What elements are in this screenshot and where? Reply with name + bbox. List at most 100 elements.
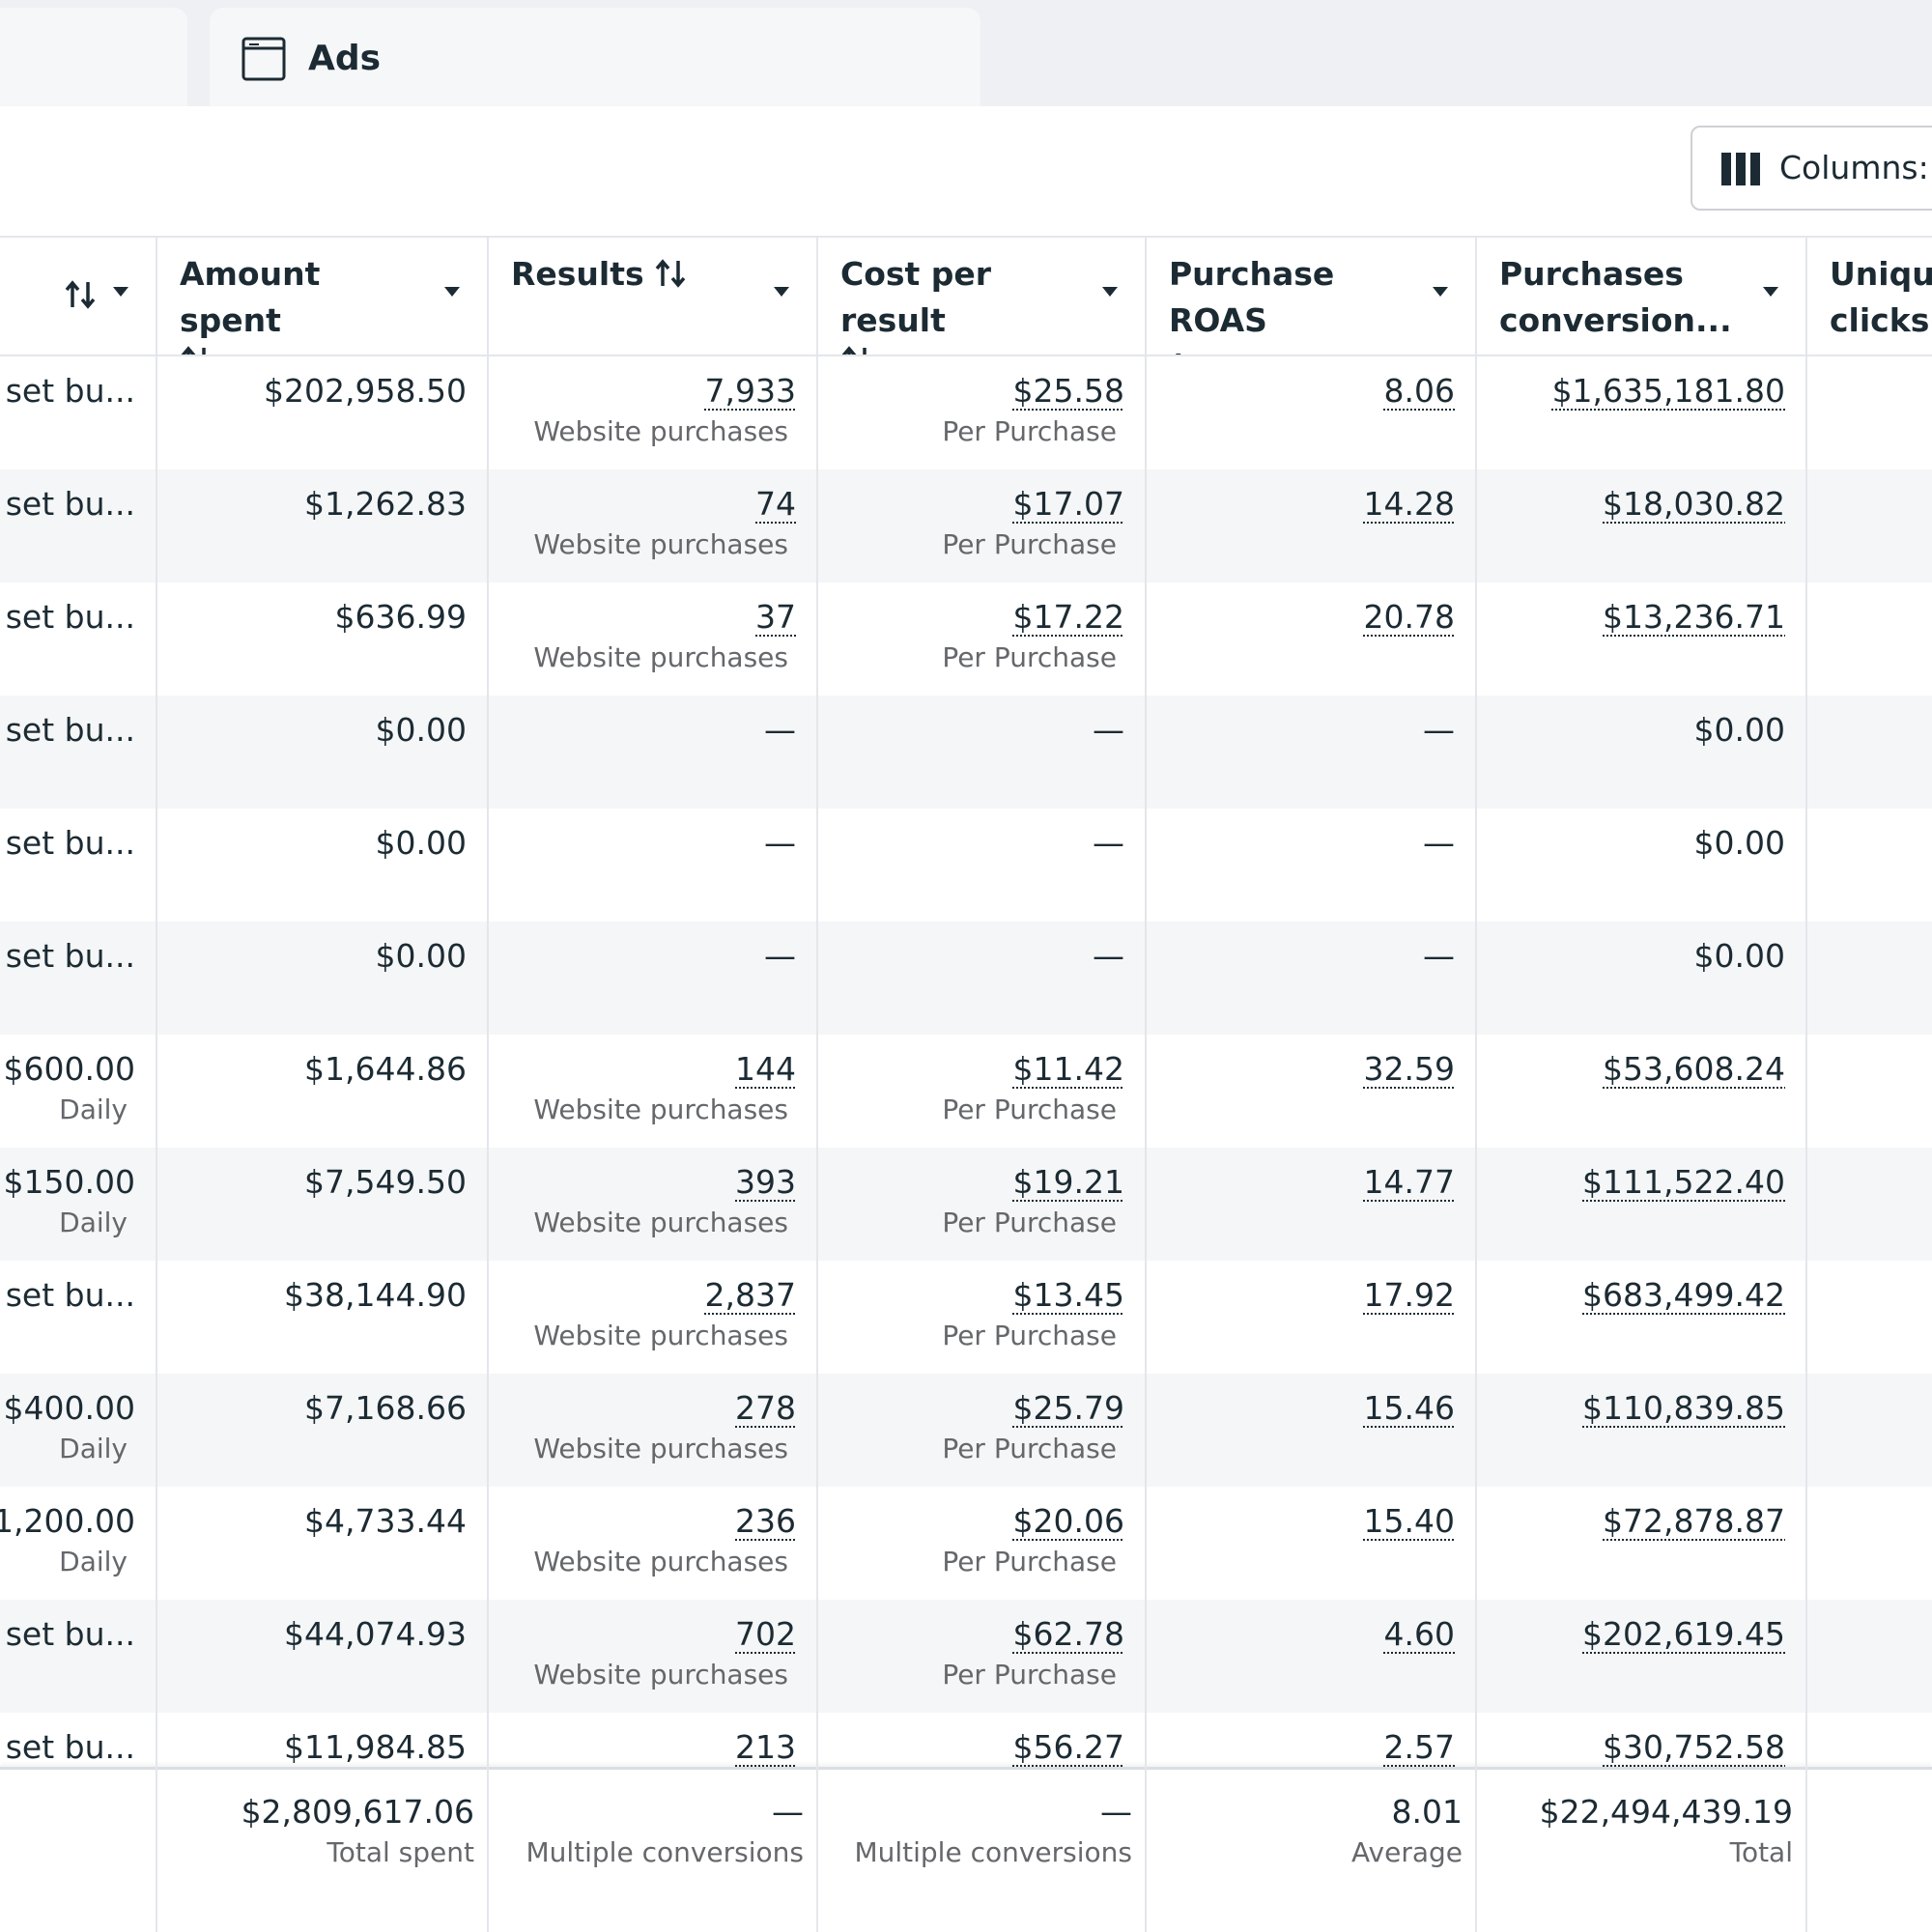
- cell-sublabel: Per Purchase: [942, 1433, 1117, 1464]
- table-cell: $683,499.42: [1476, 1261, 1806, 1374]
- cell-sublabel: Per Purchase: [942, 1320, 1117, 1351]
- table-cell: $53,608.24: [1476, 1035, 1806, 1148]
- table-cell: 15.46: [1146, 1374, 1476, 1487]
- table-cell: —: [817, 696, 1146, 809]
- table-cell: $150.00 Daily: [0, 1148, 156, 1261]
- header-label: Unique clicks: [1830, 255, 1932, 339]
- table-cell: $19.21 Per Purchase: [817, 1148, 1146, 1261]
- columns-button[interactable]: Columns:: [1690, 126, 1932, 211]
- cell-value: $72,878.87: [1603, 1502, 1785, 1540]
- table-cell: 17.92: [1146, 1261, 1476, 1374]
- dropdown-caret: [1763, 287, 1778, 297]
- table-cell: $2,809,617.06 Total spent: [156, 1770, 488, 1932]
- column-divider: [156, 238, 157, 1932]
- cell-value: $683,499.42: [1582, 1276, 1785, 1314]
- table-cell: set bu...: [0, 469, 156, 582]
- cell-sublabel: Website purchases: [533, 1094, 788, 1125]
- table-header: Amount spent Results Cost per result Purcha…: [0, 238, 1932, 356]
- table-cell: $18,030.82: [1476, 469, 1806, 582]
- header-cell[interactable]: Purchases conversion...: [1476, 238, 1806, 355]
- cell-value: —: [1423, 937, 1455, 975]
- dropdown-caret: [1102, 287, 1118, 297]
- cell-sublabel: Daily: [59, 1094, 128, 1125]
- table-cell: —: [488, 809, 817, 922]
- table-cell: $0.00: [156, 809, 488, 922]
- table-cell: $110,839.85: [1476, 1374, 1806, 1487]
- table-cell: $0.00: [1476, 922, 1806, 1035]
- cell-value: $17.22: [1012, 598, 1124, 636]
- table-cell: $600.00 Daily: [0, 1035, 156, 1148]
- table-row: set bu... $38,144.90 2,837 Website purchase…: [0, 1261, 1932, 1374]
- header-cell[interactable]: Purchase ROAS (retur...: [1146, 238, 1476, 355]
- cell-value: $7,168.66: [304, 1389, 467, 1427]
- cell-value: 20.78: [1363, 598, 1455, 636]
- table-cell: 74 Website purchases: [488, 469, 817, 582]
- cell-value: 2.57: [1383, 1728, 1455, 1766]
- cell-sublabel: Per Purchase: [942, 1207, 1117, 1238]
- cell-sublabel: Website purchases: [533, 1320, 788, 1351]
- table-cell: set bu...: [0, 582, 156, 696]
- header-cell[interactable]: Cost per result: [817, 238, 1146, 355]
- table-cell: $13,236.71: [1476, 582, 1806, 696]
- totals-row: $2,809,617.06 Total spent — Multiple conver…: [0, 1767, 1932, 1932]
- cell-value: $20.06: [1012, 1502, 1124, 1540]
- cell-sublabel: Average: [1351, 1836, 1463, 1868]
- cell-value: $0.00: [375, 711, 467, 749]
- cell-sublabel: Per Purchase: [942, 1546, 1117, 1577]
- cell-value: —: [764, 824, 796, 862]
- cell-value: $0.00: [375, 937, 467, 975]
- table-cell: $30,752.58: [1476, 1713, 1806, 1767]
- cell-sublabel: Per Purchase: [942, 528, 1117, 560]
- table-cell: set bu...: [0, 922, 156, 1035]
- table-cell: $1,200.00 Daily: [0, 1487, 156, 1600]
- cell-sublabel: Website purchases: [533, 528, 788, 560]
- cell-value: $53,608.24: [1603, 1050, 1785, 1088]
- tab-label: Ads: [308, 39, 382, 78]
- tab-ads[interactable]: Ads: [210, 8, 980, 106]
- cell-value: $400.00: [3, 1389, 135, 1427]
- table-cell: $56.27: [817, 1713, 1146, 1767]
- table-cell: $22,494,439.19 Total: [1476, 1770, 1806, 1932]
- table-cell: $17.07 Per Purchase: [817, 469, 1146, 582]
- cell-value: $636.99: [334, 598, 467, 636]
- cell-value: $25.79: [1012, 1389, 1124, 1427]
- table-cell: $72,878.87: [1476, 1487, 1806, 1600]
- cell-value: $25.58: [1012, 372, 1124, 410]
- table-cell: set bu...: [0, 356, 156, 469]
- table-cell: set bu...: [0, 1261, 156, 1374]
- cell-sublabel: Multiple conversions: [854, 1836, 1132, 1868]
- table-row: set bu... $0.00 — — — $0.00: [0, 809, 1932, 922]
- cell-value: $111,522.40: [1582, 1163, 1785, 1201]
- cell-value: $11,984.85: [284, 1728, 467, 1766]
- cell-value: $38,144.90: [284, 1276, 467, 1314]
- columns-icon: [1721, 153, 1760, 185]
- header-cell[interactable]: [0, 238, 156, 355]
- sort-icon: [65, 280, 96, 309]
- header-cell[interactable]: Unique clicks: [1806, 238, 1932, 355]
- cell-value: $0.00: [375, 824, 467, 862]
- table-row: set bu... $202,958.50 7,933 Website purchas…: [0, 356, 1932, 469]
- table-cell: $1,635,181.80: [1476, 356, 1806, 469]
- cell-value: set bu...: [5, 598, 135, 636]
- header-cell[interactable]: Amount spent: [156, 238, 488, 355]
- table-cell: $11,984.85: [156, 1713, 488, 1767]
- table-cell: $202,958.50: [156, 356, 488, 469]
- cell-value: $1,200.00: [0, 1502, 135, 1540]
- cell-value: $2,809,617.06: [241, 1793, 474, 1831]
- header-label: Purchases conversion...: [1499, 255, 1732, 339]
- table-cell: —: [488, 922, 817, 1035]
- table-cell: set bu...: [0, 809, 156, 922]
- table-cell: 20.78: [1146, 582, 1476, 696]
- cell-value: 702: [735, 1615, 796, 1653]
- header-label: Amount spent: [180, 255, 321, 339]
- table-cell: $25.58 Per Purchase: [817, 356, 1146, 469]
- table-cell: $4,733.44: [156, 1487, 488, 1600]
- tab-icon: [242, 37, 286, 81]
- tab[interactable]: [0, 8, 187, 106]
- table-cell: 14.77: [1146, 1148, 1476, 1261]
- cell-value: set bu...: [5, 711, 135, 749]
- table-cell: 15.40: [1146, 1487, 1476, 1600]
- cell-value: $11.42: [1012, 1050, 1124, 1088]
- header-label: Results: [511, 255, 644, 293]
- header-cell[interactable]: Results: [488, 238, 817, 355]
